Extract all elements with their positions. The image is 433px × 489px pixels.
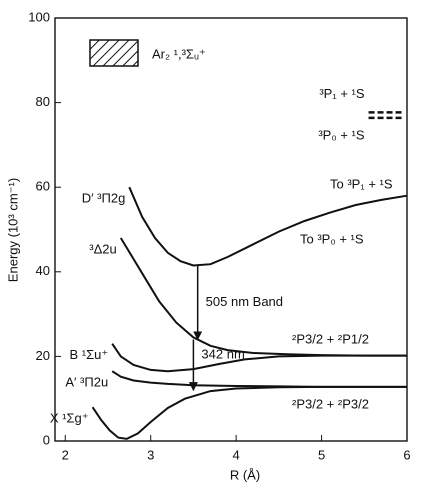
x-tick-label: 3 — [147, 447, 154, 462]
level-label: ³P₁ + ¹S — [319, 86, 365, 101]
curve — [111, 343, 407, 373]
x-tick-label: 2 — [62, 447, 69, 462]
y-tick-label: 100 — [28, 9, 50, 24]
curve-label: A′ ³Π2u — [65, 375, 108, 390]
asymptote-label: ²P3/2 + ²P1/2 — [292, 331, 369, 346]
x-axis-label: R (Å) — [230, 467, 260, 482]
x-tick-label: 5 — [318, 447, 325, 462]
curve-label: B ¹Σu⁺ — [69, 347, 108, 362]
y-tick-label: 20 — [36, 348, 50, 363]
legend-swatch — [89, 39, 139, 67]
legend-label: Ar₂ ¹,³Σᵤ⁺ — [152, 46, 206, 61]
y-tick-label: 40 — [36, 263, 50, 278]
asymptote-label: To ³P₀ + ¹S — [300, 231, 364, 246]
level-label: ³P₀ + ¹S — [318, 127, 365, 142]
plot-frame — [54, 17, 408, 442]
x-tick-label: 4 — [233, 447, 240, 462]
curve — [128, 186, 408, 267]
y-tick-label: 60 — [36, 179, 50, 194]
curve-label: ³Δ2u — [89, 241, 116, 256]
asymptote-label: To ³P₁ + ¹S — [330, 176, 393, 191]
y-tick-label: 0 — [43, 432, 50, 447]
curve-label: D′ ³Π2g — [82, 191, 126, 206]
curve-label: X ¹Σg⁺ — [50, 411, 89, 426]
y-tick-label: 80 — [36, 94, 50, 109]
x-tick-label: 6 — [403, 447, 410, 462]
arrow-label: 505 nm Band — [206, 294, 283, 309]
arrow-label: 342 nm — [201, 346, 244, 361]
y-axis-label: Energy (10³ cm⁻¹) — [5, 178, 20, 282]
curve — [111, 370, 407, 388]
asymptote-label: ²P3/2 + ²P3/2 — [292, 396, 369, 411]
curve — [91, 385, 407, 440]
